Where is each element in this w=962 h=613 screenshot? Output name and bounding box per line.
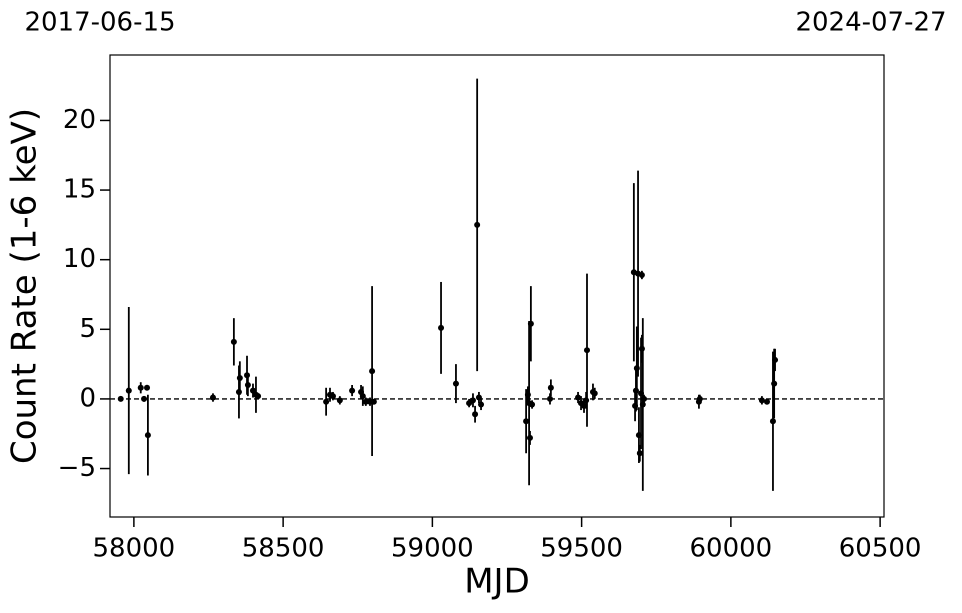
data-point [144, 432, 151, 439]
data-point [323, 398, 330, 405]
y-tick-label: 15 [63, 175, 96, 205]
data-point [583, 397, 590, 404]
data-point [771, 380, 778, 387]
data-point [369, 368, 376, 375]
start-date: 2017-06-15 [24, 8, 175, 38]
data-point [772, 356, 779, 363]
data-point [137, 384, 144, 391]
y-tick-label: −5 [58, 453, 96, 483]
x-tick-label: 58500 [242, 534, 325, 564]
data-point [209, 394, 216, 401]
x-tick-label: 60000 [690, 534, 773, 564]
end-date: 2024-07-27 [795, 8, 946, 38]
data-point [141, 395, 148, 402]
data-point [526, 434, 533, 441]
data-point [370, 398, 377, 405]
data-point [633, 365, 640, 372]
data-point [575, 394, 582, 401]
data-point [230, 338, 237, 345]
x-tick-label: 59500 [540, 534, 623, 564]
data-point [524, 391, 531, 398]
x-tick-label: 59000 [391, 534, 474, 564]
data-point [249, 387, 256, 394]
data-point [696, 395, 703, 402]
x-tick-label: 58000 [93, 534, 176, 564]
data-point [329, 393, 336, 400]
data-point [638, 272, 645, 278]
data-point [763, 398, 770, 405]
data-point [639, 401, 646, 408]
data-point [769, 418, 776, 425]
data-point [636, 450, 643, 457]
data-point [641, 395, 648, 402]
data-point [244, 382, 251, 388]
y-tick-label: 10 [63, 244, 96, 274]
data-point [546, 395, 553, 402]
y-tick-label: 5 [79, 314, 96, 344]
data-point [478, 401, 485, 408]
data-point [452, 380, 459, 387]
data-point [529, 401, 536, 408]
y-tick-label: 0 [79, 383, 96, 413]
data-point [117, 395, 124, 402]
data-point [591, 390, 598, 397]
x-tick-label: 60500 [839, 534, 922, 564]
data-point [583, 347, 590, 354]
y-tick-label: 20 [63, 105, 96, 135]
data-point [523, 418, 530, 425]
data-point [255, 393, 262, 400]
x-axis-label: MJD [464, 562, 530, 602]
y-axis-label: Count Rate (1-6 keV) [5, 108, 45, 464]
data-point [438, 324, 445, 331]
data-point [362, 398, 369, 405]
data-point [527, 320, 534, 327]
data-point [758, 397, 765, 404]
data-point [359, 393, 366, 400]
data-point [474, 221, 481, 228]
plot-frame [109, 54, 885, 518]
data-point [144, 384, 151, 391]
data-point [472, 411, 479, 418]
data-point [469, 397, 476, 404]
data-point [336, 397, 343, 404]
data-point [236, 375, 243, 382]
data-point [547, 384, 554, 391]
data-point [349, 387, 356, 394]
data-point [125, 387, 132, 394]
